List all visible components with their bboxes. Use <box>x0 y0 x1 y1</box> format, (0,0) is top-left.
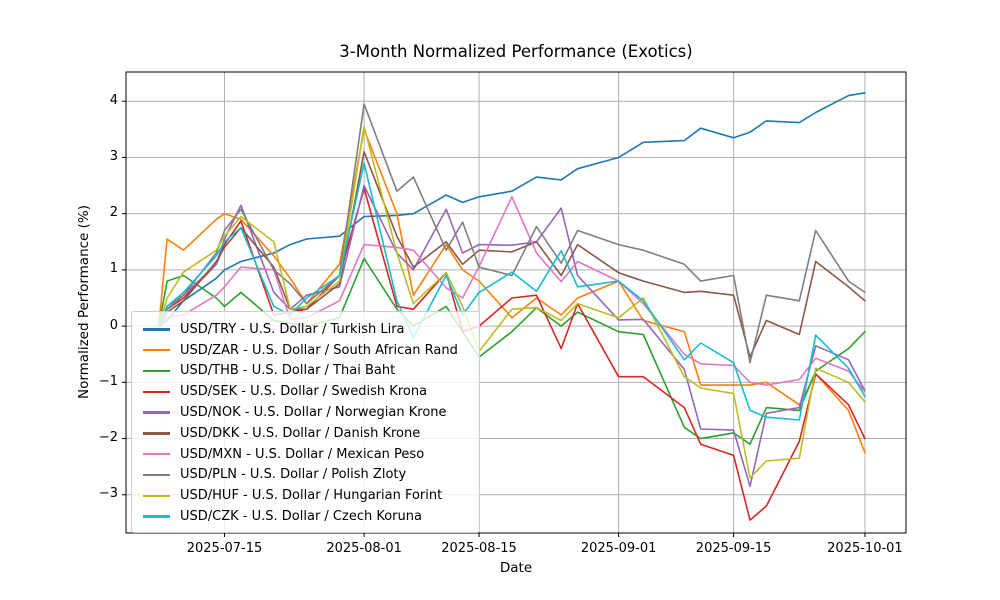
legend-line-swatch <box>143 452 170 456</box>
x-axis-label: Date <box>499 560 533 576</box>
legend-item-usd-huf: USD/HUF - U.S. Dollar / Hungarian Forint <box>143 485 479 506</box>
legend-label: USD/TRY - U.S. Dollar / Turkish Lira <box>180 321 405 337</box>
legend-item-usd-mxn: USD/MXN - U.S. Dollar / Mexican Peso <box>143 444 479 465</box>
legend-label: USD/HUF - U.S. Dollar / Hungarian Forint <box>180 488 443 504</box>
legend-line-swatch <box>143 328 170 331</box>
chart-title: 3-Month Normalized Performance (Exotics) <box>339 42 693 61</box>
y-tick-label: 2 <box>109 205 118 221</box>
legend-line-swatch <box>143 515 170 518</box>
plot-border <box>125 71 907 534</box>
legend-line-swatch <box>143 411 170 414</box>
x-tick-label: 2025-09-01 <box>580 541 657 556</box>
y-tick-label: −3 <box>98 486 118 502</box>
legend-item-usd-zar: USD/ZAR - U.S. Dollar / South African Ra… <box>143 340 479 361</box>
legend-label: USD/ZAR - U.S. Dollar / South African Ra… <box>180 342 458 358</box>
series-line-usd-pln <box>158 103 866 364</box>
legend-line-swatch <box>143 432 170 435</box>
y-tick-label: 3 <box>109 148 118 164</box>
legend: USD/TRY - U.S. Dollar / Turkish Lira USD/… <box>131 311 480 533</box>
y-axis-label: Normalized Performance (%) <box>76 204 92 400</box>
x-tick-label: 2025-08-01 <box>326 541 402 556</box>
legend-item-usd-czk: USD/CZK - U.S. Dollar / Czech Koruna <box>143 506 479 527</box>
x-tick-label: 2025-07-15 <box>186 541 263 556</box>
legend-label: USD/THB - U.S. Dollar / Thai Baht <box>180 363 396 379</box>
legend-label: USD/PLN - U.S. Dollar / Polish Zloty <box>180 467 407 483</box>
x-tick-label: 2025-08-15 <box>441 541 517 556</box>
legend-item-usd-try: USD/TRY - U.S. Dollar / Turkish Lira <box>143 319 479 340</box>
legend-label: USD/NOK - U.S. Dollar / Norwegian Krone <box>180 405 447 421</box>
series-line-usd-zar <box>158 128 866 454</box>
legend-label: USD/SEK - U.S. Dollar / Swedish Krona <box>180 384 428 400</box>
series-line-usd-try <box>158 92 866 327</box>
legend-item-usd-dkk: USD/DKK - U.S. Dollar / Danish Krone <box>143 423 479 444</box>
legend-item-usd-nok: USD/NOK - U.S. Dollar / Norwegian Krone <box>143 402 479 423</box>
y-tick-label: 1 <box>109 261 118 277</box>
x-tick-label: 2025-10-01 <box>827 541 903 556</box>
y-tick-label: 4 <box>109 92 118 108</box>
legend-line-swatch <box>143 348 170 352</box>
legend-label: USD/MXN - U.S. Dollar / Mexican Peso <box>180 446 425 462</box>
y-tick-label: 0 <box>109 317 118 333</box>
legend-item-usd-thb: USD/THB - U.S. Dollar / Thai Baht <box>143 361 479 382</box>
legend-line-swatch <box>143 369 170 373</box>
legend-line-swatch <box>143 473 170 477</box>
legend-item-usd-pln: USD/PLN - U.S. Dollar / Polish Zloty <box>143 465 479 486</box>
legend-label: USD/CZK - U.S. Dollar / Czech Koruna <box>180 509 422 525</box>
legend-item-usd-sek: USD/SEK - U.S. Dollar / Swedish Krona <box>143 381 479 402</box>
legend-line-swatch <box>143 390 170 394</box>
series-line-usd-czk <box>158 162 866 421</box>
legend-line-swatch <box>143 494 170 498</box>
y-tick-label: −1 <box>98 373 118 389</box>
series-line-usd-nok <box>158 184 866 488</box>
y-tick-label: −2 <box>98 430 118 446</box>
legend-label: USD/DKK - U.S. Dollar / Danish Krone <box>180 425 421 441</box>
x-tick-label: 2025-09-15 <box>695 541 772 556</box>
